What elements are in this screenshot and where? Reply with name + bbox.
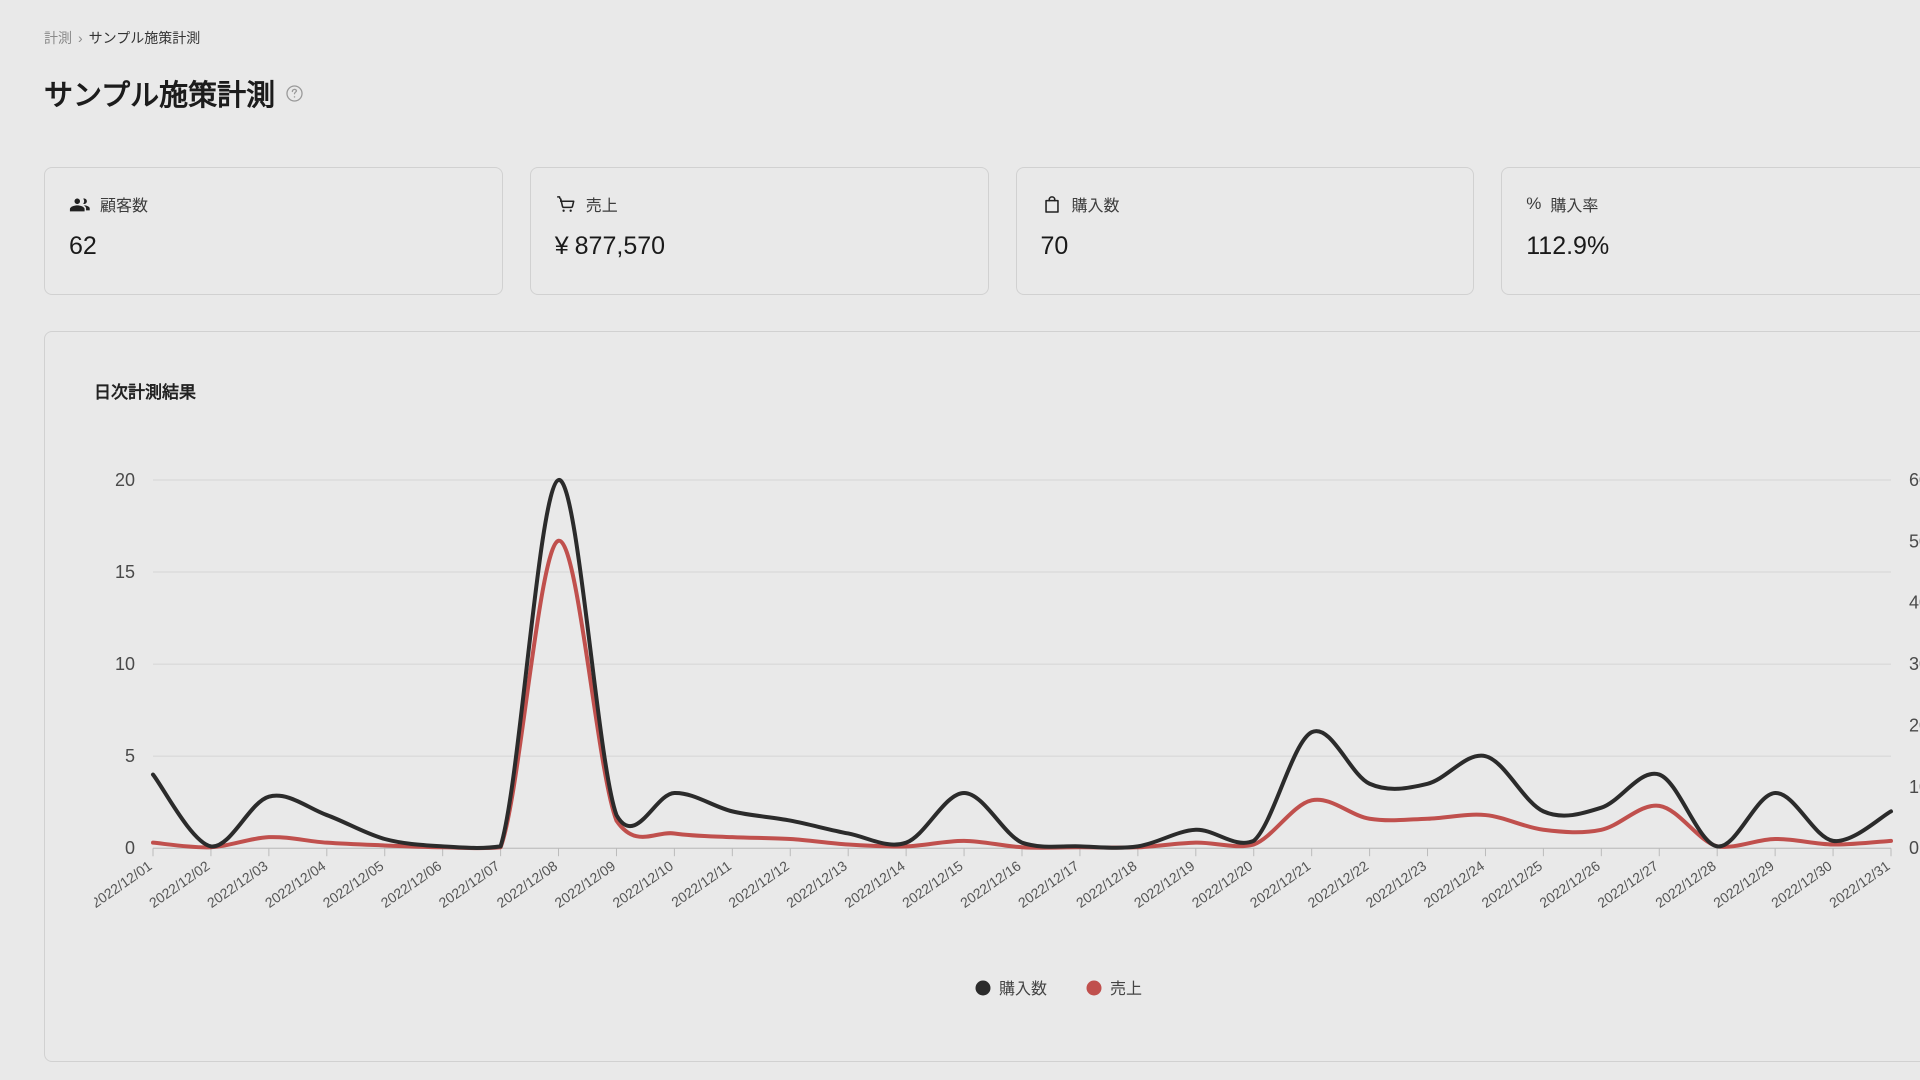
svg-text:2022/12/15: 2022/12/15 — [899, 857, 966, 910]
svg-text:2022/12/26: 2022/12/26 — [1536, 857, 1603, 910]
svg-text:30: 30 — [1909, 654, 1920, 674]
svg-text:2022/12/12: 2022/12/12 — [725, 857, 792, 910]
svg-text:2022/12/04: 2022/12/04 — [262, 857, 329, 910]
svg-text:購入数: 購入数 — [999, 980, 1047, 998]
svg-text:2022/12/06: 2022/12/06 — [378, 857, 445, 910]
svg-text:0: 0 — [1909, 838, 1919, 858]
svg-text:60: 60 — [1909, 470, 1920, 490]
svg-text:2022/12/01: 2022/12/01 — [94, 857, 155, 910]
svg-text:2022/12/03: 2022/12/03 — [204, 857, 271, 910]
svg-text:0: 0 — [125, 838, 135, 858]
svg-text:2022/12/11: 2022/12/11 — [668, 857, 734, 910]
svg-text:2022/12/07: 2022/12/07 — [436, 857, 503, 910]
svg-text:2022/12/29: 2022/12/29 — [1710, 857, 1777, 910]
svg-text:2022/12/22: 2022/12/22 — [1305, 857, 1372, 910]
svg-text:15: 15 — [115, 562, 135, 582]
svg-text:2022/12/28: 2022/12/28 — [1652, 857, 1719, 910]
svg-text:2022/12/27: 2022/12/27 — [1594, 857, 1661, 910]
svg-text:2022/12/02: 2022/12/02 — [146, 857, 213, 910]
svg-text:2022/12/20: 2022/12/20 — [1189, 857, 1256, 910]
svg-text:10: 10 — [115, 654, 135, 674]
svg-text:2022/12/05: 2022/12/05 — [320, 857, 387, 910]
svg-text:2022/12/17: 2022/12/17 — [1015, 857, 1082, 910]
svg-text:40: 40 — [1909, 593, 1920, 613]
svg-text:2022/12/14: 2022/12/14 — [841, 857, 908, 910]
svg-text:2022/12/19: 2022/12/19 — [1131, 857, 1198, 910]
svg-text:2022/12/24: 2022/12/24 — [1421, 857, 1488, 910]
svg-text:2022/12/13: 2022/12/13 — [783, 857, 850, 910]
svg-text:50: 50 — [1909, 531, 1920, 551]
svg-text:5: 5 — [125, 746, 135, 766]
svg-text:2022/12/09: 2022/12/09 — [552, 857, 619, 910]
svg-text:2022/12/08: 2022/12/08 — [494, 857, 561, 910]
svg-text:2022/12/18: 2022/12/18 — [1073, 857, 1140, 910]
svg-text:2022/12/16: 2022/12/16 — [957, 857, 1024, 910]
svg-text:20: 20 — [115, 470, 135, 490]
svg-text:2022/12/23: 2022/12/23 — [1363, 857, 1430, 910]
svg-text:20: 20 — [1909, 715, 1920, 735]
svg-text:2022/12/31: 2022/12/31 — [1826, 857, 1893, 910]
svg-text:2022/12/25: 2022/12/25 — [1479, 857, 1546, 910]
svg-text:2022/12/30: 2022/12/30 — [1768, 857, 1835, 910]
svg-text:売上: 売上 — [1110, 980, 1142, 998]
svg-text:2022/12/21: 2022/12/21 — [1247, 857, 1314, 910]
svg-text:2022/12/10: 2022/12/10 — [610, 857, 677, 910]
svg-text:10: 10 — [1909, 777, 1920, 797]
